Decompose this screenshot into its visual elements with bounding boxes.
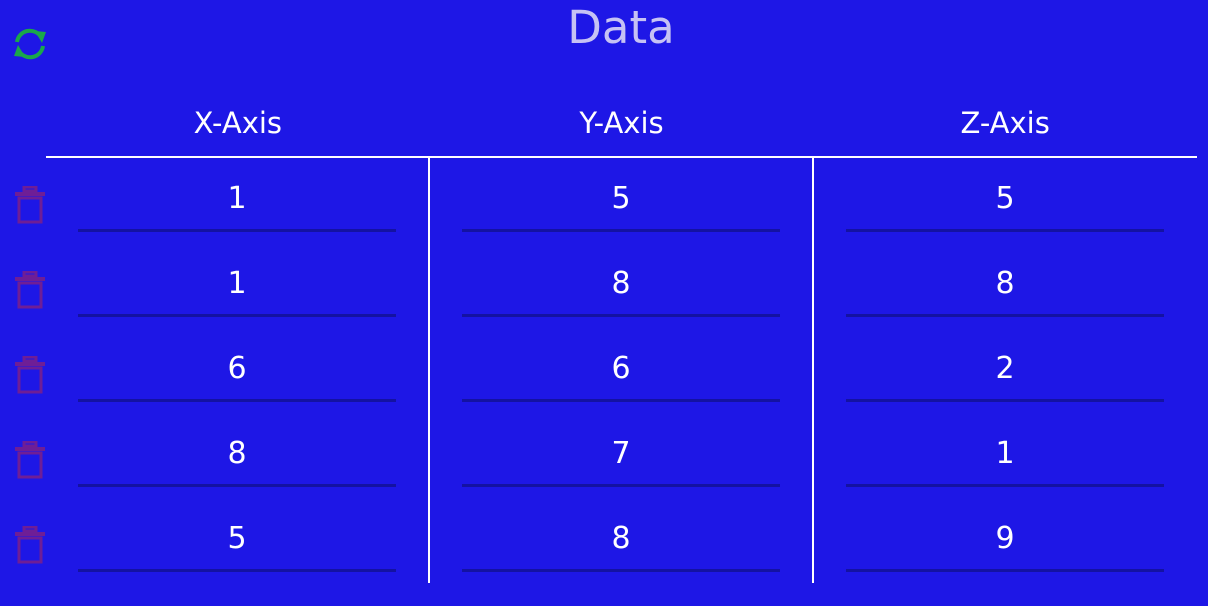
y-value-input[interactable]	[462, 176, 780, 220]
x-value-cell	[78, 498, 396, 583]
table-row	[0, 243, 1208, 328]
y-value-cell	[462, 243, 780, 328]
y-value-input[interactable]	[462, 346, 780, 390]
z-value-input[interactable]	[846, 261, 1164, 305]
column-header-z: Z-Axis	[960, 106, 1050, 140]
table-row	[0, 498, 1208, 583]
delete-row-button[interactable]	[14, 355, 46, 394]
page-title: Data	[567, 1, 675, 54]
y-value-cell	[462, 498, 780, 583]
y-value-input[interactable]	[462, 261, 780, 305]
y-value-input[interactable]	[462, 431, 780, 475]
input-underline	[78, 399, 396, 402]
z-value-cell	[846, 413, 1164, 498]
input-underline	[78, 484, 396, 487]
trash-icon	[15, 355, 45, 394]
z-value-input[interactable]	[846, 431, 1164, 475]
z-value-cell	[846, 498, 1164, 583]
x-value-cell	[78, 243, 396, 328]
trash-icon	[15, 525, 45, 564]
x-value-input[interactable]	[78, 176, 396, 220]
delete-row-button[interactable]	[14, 185, 46, 224]
x-value-cell	[78, 413, 396, 498]
input-underline	[846, 229, 1164, 232]
x-value-input[interactable]	[78, 516, 396, 560]
y-value-input[interactable]	[462, 516, 780, 560]
y-value-cell	[462, 328, 780, 413]
column-divider	[428, 158, 430, 583]
input-underline	[846, 484, 1164, 487]
input-underline	[846, 569, 1164, 572]
trash-icon	[15, 440, 45, 479]
table-row	[0, 158, 1208, 243]
x-value-cell	[78, 328, 396, 413]
table-header: X-Axis Y-Axis Z-Axis	[46, 98, 1197, 148]
z-value-input[interactable]	[846, 346, 1164, 390]
table-row	[0, 413, 1208, 498]
input-underline	[78, 229, 396, 232]
z-value-cell	[846, 243, 1164, 328]
input-underline	[462, 314, 780, 317]
refresh-icon	[14, 28, 46, 60]
header-divider	[46, 156, 1197, 158]
column-header-x: X-Axis	[193, 106, 283, 140]
trash-icon	[15, 185, 45, 224]
column-header-y: Y-Axis	[579, 106, 664, 140]
input-underline	[462, 229, 780, 232]
input-underline	[462, 569, 780, 572]
input-underline	[462, 399, 780, 402]
table-row	[0, 328, 1208, 413]
z-value-cell	[846, 158, 1164, 243]
x-value-cell	[78, 158, 396, 243]
input-underline	[78, 314, 396, 317]
z-value-cell	[846, 328, 1164, 413]
y-value-cell	[462, 413, 780, 498]
delete-row-button[interactable]	[14, 270, 46, 309]
z-value-input[interactable]	[846, 176, 1164, 220]
input-underline	[462, 484, 780, 487]
input-underline	[78, 569, 396, 572]
input-underline	[846, 399, 1164, 402]
delete-row-button[interactable]	[14, 525, 46, 564]
input-underline	[846, 314, 1164, 317]
refresh-button[interactable]	[10, 22, 50, 66]
x-value-input[interactable]	[78, 431, 396, 475]
column-divider	[812, 158, 814, 583]
z-value-input[interactable]	[846, 516, 1164, 560]
x-value-input[interactable]	[78, 346, 396, 390]
delete-row-button[interactable]	[14, 440, 46, 479]
y-value-cell	[462, 158, 780, 243]
x-value-input[interactable]	[78, 261, 396, 305]
trash-icon	[15, 270, 45, 309]
